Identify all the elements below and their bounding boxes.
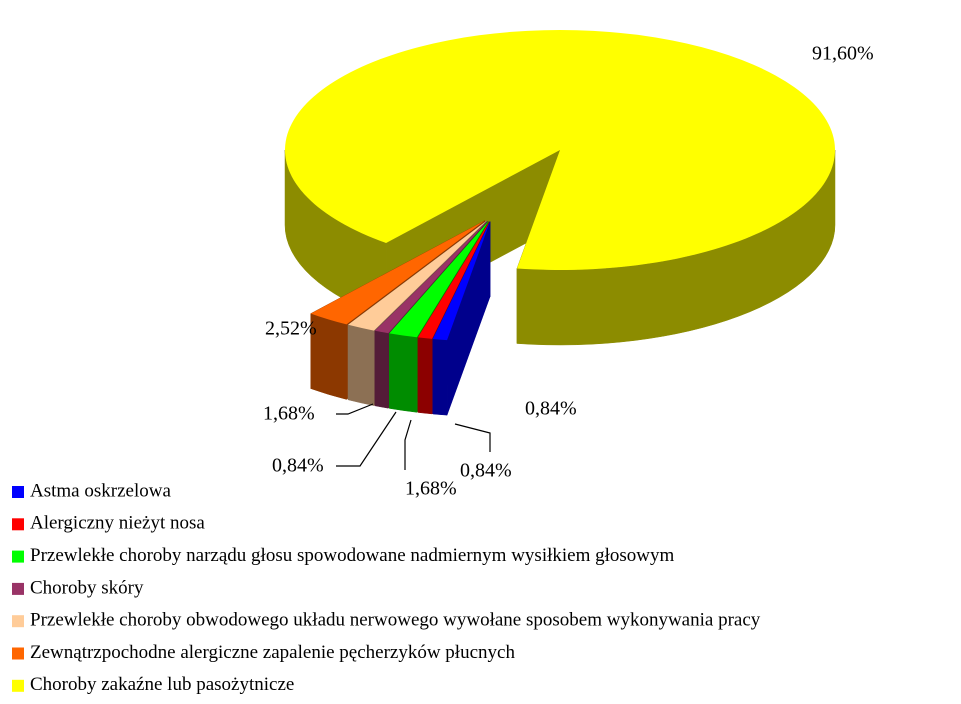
pie [284,30,836,416]
slice [374,221,488,334]
slice [310,220,485,325]
slice-wall [389,333,418,413]
legend-label: Choroby skóry [30,577,144,598]
slice [417,221,490,339]
slice [432,221,491,341]
slice [284,30,835,271]
legend-swatch [12,647,24,660]
legend-label: Alergiczny nieżyt nosa [30,513,205,534]
leader-line [404,419,412,470]
legend-swatch [12,615,24,628]
legend-swatch [12,582,24,595]
legend-label: Astma oskrzelowa [30,480,171,501]
data-label: 2,52% [265,318,317,340]
data-label: 1,68% [263,403,315,425]
data-label: 1,68% [405,478,457,500]
legend-label: Choroby zakaźne lub pasożytnicze [30,674,294,695]
legend-swatch [12,550,24,563]
leader-line [336,403,374,415]
slice-wall [374,330,389,409]
data-label: 0,84% [272,455,324,477]
leader-line [454,423,491,452]
legend-label: Przewlekłe choroby obwodowego układu ner… [30,610,761,631]
slice-wall [347,324,375,406]
legend: Astma oskrzelowa Alergiczny nieżyt nosa Pr… [12,480,761,695]
data-label: 91,60% [812,43,874,65]
data-label: 0,84% [460,460,512,482]
data-label: 0,84% [525,398,577,420]
leader-line [336,411,397,467]
legend-swatch [12,518,24,531]
legend-label: Przewlekłe choroby narządu głosu spowodo… [30,545,675,566]
slice [389,221,489,338]
labels: 0,84%0,84%1,68%0,84%1,68%2,52%91,60% [263,43,874,500]
slice-wall [417,337,433,415]
legend-label: Zewnątrzpochodne alergiczne zapalenie pę… [30,642,515,663]
legend-swatch [12,679,24,692]
legend-swatch [12,486,24,498]
slice [348,221,487,331]
slice-wall [432,338,448,416]
